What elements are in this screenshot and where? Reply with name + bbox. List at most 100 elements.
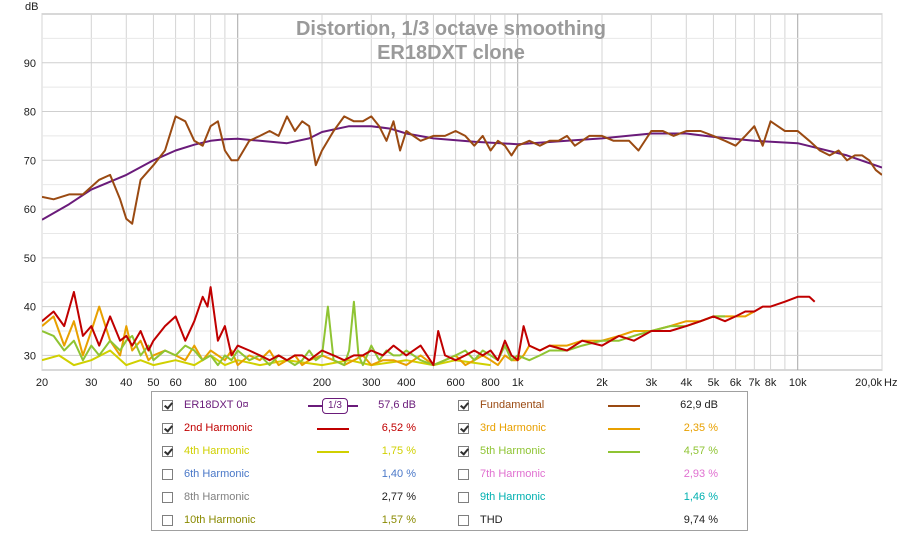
x-tick-label: 400 bbox=[397, 377, 415, 389]
legend-value: 6,52 % bbox=[381, 422, 416, 434]
legend-row: 10th Harmonic 1,57 % THD 9,74 % bbox=[152, 509, 747, 532]
legend-item: 8th Harmonic 2,77 % bbox=[162, 486, 442, 509]
legend-value: 1,40 % bbox=[381, 468, 416, 480]
series-line-fundamental bbox=[42, 115, 882, 225]
y-tick-label: 70 bbox=[24, 155, 36, 167]
x-tick-label: 800 bbox=[481, 377, 499, 389]
x-tick-label: 7k bbox=[749, 377, 761, 389]
legend-checkbox[interactable] bbox=[162, 400, 173, 411]
y-tick-label: 80 bbox=[24, 107, 36, 119]
legend-checkbox[interactable] bbox=[458, 423, 469, 434]
legend-label: 8th Harmonic bbox=[184, 491, 250, 503]
legend-value: 9,74 % bbox=[683, 514, 718, 526]
y-tick-label: 40 bbox=[24, 302, 36, 314]
legend-swatch bbox=[608, 405, 640, 407]
x-tick-label: 40 bbox=[120, 377, 132, 389]
x-tick-label: 1k bbox=[512, 377, 524, 389]
series-group bbox=[42, 115, 882, 367]
legend-row: 8th Harmonic 2,77 % 9th Harmonic 1,46 % bbox=[152, 486, 747, 509]
plot-area bbox=[41, 13, 883, 371]
y-axis-label: dB bbox=[25, 1, 38, 13]
legend-row: 2nd Harmonic 6,52 % 3rd Harmonic 2,35 % bbox=[152, 417, 747, 440]
series-line-er18dxt-0 bbox=[42, 125, 882, 221]
chart-title: Distortion, 1/3 octave smoothing bbox=[296, 18, 606, 40]
y-tick-label: 60 bbox=[24, 204, 36, 216]
legend-checkbox[interactable] bbox=[458, 400, 469, 411]
x-tick-label: 100 bbox=[229, 377, 247, 389]
x-tick-label: 30 bbox=[85, 377, 97, 389]
x-tick-label: 8k bbox=[765, 377, 777, 389]
legend-checkbox[interactable] bbox=[458, 515, 469, 526]
legend-item: ER18DXT 0¤ 1/3 57,6 dB bbox=[162, 394, 442, 417]
y-tick-label: 50 bbox=[24, 253, 36, 265]
legend-label: 9th Harmonic bbox=[480, 491, 546, 503]
legend-swatch bbox=[608, 428, 640, 430]
x-tick-label: 3k bbox=[645, 377, 657, 389]
grid bbox=[41, 14, 883, 370]
legend-row: 4th Harmonic 1,75 % 5th Harmonic 4,57 % bbox=[152, 440, 747, 463]
legend-label: 7th Harmonic bbox=[480, 468, 546, 480]
legend-value: 2,93 % bbox=[683, 468, 718, 480]
series-line-4th-harmonic bbox=[42, 349, 491, 367]
x-tick-labels: 20 30 40 50 60 80 100 200 300 400 600 800 1k 2k 3k 4k 5k… bbox=[36, 377, 883, 389]
legend-item: 6th Harmonic 1,40 % bbox=[162, 463, 442, 486]
legend-value: 2,77 % bbox=[381, 491, 416, 503]
x-tick-label: 10k bbox=[789, 377, 807, 389]
legend-checkbox[interactable] bbox=[458, 446, 469, 457]
legend-item: 5th Harmonic 4,57 % bbox=[458, 440, 738, 463]
legend-value: 1,57 % bbox=[381, 514, 416, 526]
legend-label: THD bbox=[480, 514, 503, 526]
legend-label: 4th Harmonic bbox=[184, 445, 250, 457]
legend-value: 1,75 % bbox=[381, 445, 416, 457]
x-tick-label: 60 bbox=[169, 377, 181, 389]
legend-item: Fundamental 62,9 dB bbox=[458, 394, 738, 417]
y-tick-labels: 30 40 50 60 70 80 90 bbox=[24, 58, 36, 363]
legend-swatch bbox=[317, 451, 349, 453]
legend-value: 1,46 % bbox=[683, 491, 718, 503]
legend-label: 6th Harmonic bbox=[184, 468, 250, 480]
x-tick-label: 80 bbox=[204, 377, 216, 389]
legend-item: 7th Harmonic 2,93 % bbox=[458, 463, 738, 486]
legend-checkbox[interactable] bbox=[162, 446, 173, 457]
legend-value: 62,9 dB bbox=[680, 399, 718, 411]
legend-panel: ER18DXT 0¤ 1/3 57,6 dB Fundamental 62,9 dB 2n… bbox=[151, 391, 748, 531]
legend-checkbox[interactable] bbox=[162, 423, 173, 434]
x-tick-label: 20 bbox=[36, 377, 48, 389]
legend-value: 4,57 % bbox=[683, 445, 718, 457]
legend-row: 6th Harmonic 1,40 % 7th Harmonic 2,93 % bbox=[152, 463, 747, 486]
legend-item: THD 9,74 % bbox=[458, 509, 738, 532]
distortion-chart[interactable]: 30 40 50 60 70 80 90 20 30 40 50 60 80 100 200 300 400 6… bbox=[0, 0, 900, 392]
x-tick-label: 20,0k bbox=[855, 377, 882, 389]
legend-item: 2nd Harmonic 6,52 % bbox=[162, 417, 442, 440]
legend-item: 4th Harmonic 1,75 % bbox=[162, 440, 442, 463]
legend-label: 2nd Harmonic bbox=[184, 422, 253, 434]
y-tick-label: 90 bbox=[24, 58, 36, 70]
x-tick-label: 200 bbox=[313, 377, 331, 389]
legend-checkbox[interactable] bbox=[162, 492, 173, 503]
smoothing-button[interactable]: 1/3 bbox=[322, 398, 348, 414]
legend-item: 9th Harmonic 1,46 % bbox=[458, 486, 738, 509]
legend-label: Fundamental bbox=[480, 399, 545, 411]
legend-swatch bbox=[608, 451, 640, 453]
legend-value: 2,35 % bbox=[683, 422, 718, 434]
x-tick-label: 4k bbox=[680, 377, 692, 389]
chart-subtitle: ER18DXT clone bbox=[377, 42, 525, 64]
x-tick-label: 5k bbox=[708, 377, 720, 389]
legend-checkbox[interactable] bbox=[458, 492, 469, 503]
legend-label: 3rd Harmonic bbox=[480, 422, 547, 434]
x-tick-label: 50 bbox=[147, 377, 159, 389]
legend-item: 3rd Harmonic 2,35 % bbox=[458, 417, 738, 440]
x-tick-label: 6k bbox=[730, 377, 742, 389]
legend-swatch bbox=[317, 428, 349, 430]
legend-checkbox[interactable] bbox=[162, 515, 173, 526]
series-line-2nd-harmonic bbox=[42, 286, 816, 367]
legend-checkbox[interactable] bbox=[162, 469, 173, 480]
x-tick-label: 600 bbox=[446, 377, 464, 389]
series-line-3rd-harmonic bbox=[42, 305, 755, 367]
legend-checkbox[interactable] bbox=[458, 469, 469, 480]
legend-item: 10th Harmonic 1,57 % bbox=[162, 509, 442, 532]
y-tick-label: 30 bbox=[24, 350, 36, 362]
series-line-5th-harmonic bbox=[42, 300, 725, 367]
legend-label: 10th Harmonic bbox=[184, 514, 256, 526]
x-tick-label: 2k bbox=[596, 377, 608, 389]
